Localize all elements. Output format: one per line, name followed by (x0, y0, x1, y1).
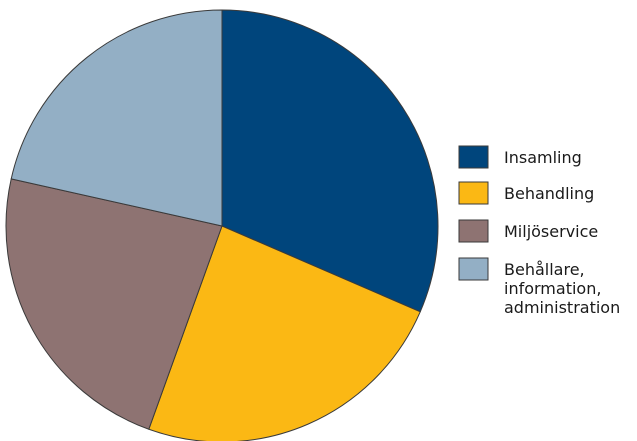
legend-item-3: Miljöservice (458, 219, 598, 243)
legend-label: Behållare, information, administration (504, 260, 620, 317)
pie-slice-1 (221, 9, 439, 313)
legend-label-line: information, (504, 279, 601, 298)
legend-swatch (458, 257, 489, 281)
pie-slice-2 (148, 225, 421, 441)
legend-label-line: Insamling (504, 148, 582, 167)
legend-label: Miljöservice (504, 222, 598, 241)
legend-label-line: Behållare, (504, 260, 585, 279)
legend: Insamling Behandling Miljöservice Behållare… (458, 145, 620, 317)
legend-item-2: Behandling (458, 181, 594, 205)
pie-slices (5, 9, 439, 441)
pie-slice-3 (5, 178, 223, 430)
legend-item-1: Insamling (458, 145, 582, 169)
legend-label-line: administration (504, 298, 620, 317)
legend-label-line: Behandling (504, 184, 594, 203)
legend-label-line: Miljöservice (504, 222, 598, 241)
legend-swatch (458, 145, 489, 169)
legend-swatch (458, 181, 489, 205)
legend-label: Insamling (504, 148, 582, 167)
pie-slice-4 (10, 9, 223, 227)
legend-swatch (458, 219, 489, 243)
legend-label: Behandling (504, 184, 594, 203)
legend-item-4: Behållare, information, administration (458, 257, 620, 317)
